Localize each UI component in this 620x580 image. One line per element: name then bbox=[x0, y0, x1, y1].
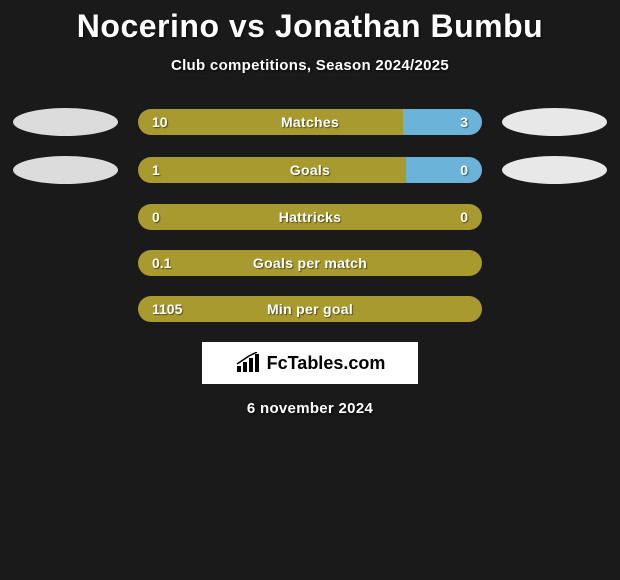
bar-value-left: 0.1 bbox=[152, 250, 171, 276]
stat-bar: 103Matches bbox=[138, 109, 482, 135]
bar-value-right: 3 bbox=[460, 109, 468, 135]
bar-value-left: 1105 bbox=[152, 296, 182, 322]
bar-value-right: 0 bbox=[460, 157, 468, 183]
stat-bar: 00Hattricks bbox=[138, 204, 482, 230]
comparison-infographic: Nocerino vs Jonathan Bumbu Club competit… bbox=[0, 0, 620, 417]
stat-row: 00Hattricks bbox=[0, 204, 620, 230]
stat-row: 10Goals bbox=[0, 156, 620, 184]
stat-bar: 0.1Goals per match bbox=[138, 250, 482, 276]
brand-text: FcTables.com bbox=[267, 353, 386, 374]
bar-segment-left bbox=[138, 204, 482, 230]
player2-marker bbox=[502, 108, 607, 136]
bar-segment-left bbox=[138, 250, 482, 276]
stat-row: 103Matches bbox=[0, 108, 620, 136]
page-subtitle: Club competitions, Season 2024/2025 bbox=[0, 57, 620, 74]
bar-value-right: 0 bbox=[460, 204, 468, 230]
bar-value-left: 10 bbox=[152, 109, 168, 135]
bar-segment-right bbox=[406, 157, 482, 183]
bar-chart-icon bbox=[235, 352, 261, 374]
stat-bar: 10Goals bbox=[138, 157, 482, 183]
bar-segment-left bbox=[138, 296, 482, 322]
bar-segment-left bbox=[138, 109, 403, 135]
bar-value-left: 0 bbox=[152, 204, 160, 230]
bar-segment-right bbox=[403, 109, 482, 135]
player1-marker bbox=[13, 108, 118, 136]
stat-row: 0.1Goals per match bbox=[0, 250, 620, 276]
brand-badge: FcTables.com bbox=[202, 342, 418, 384]
stat-bar: 1105Min per goal bbox=[138, 296, 482, 322]
bar-value-left: 1 bbox=[152, 157, 160, 183]
date-label: 6 november 2024 bbox=[0, 400, 620, 417]
stat-rows: 103Matches10Goals00Hattricks0.1Goals per… bbox=[0, 108, 620, 322]
bar-segment-left bbox=[138, 157, 406, 183]
stat-row: 1105Min per goal bbox=[0, 296, 620, 322]
page-title: Nocerino vs Jonathan Bumbu bbox=[0, 8, 620, 45]
player1-marker bbox=[13, 156, 118, 184]
player2-marker bbox=[502, 156, 607, 184]
